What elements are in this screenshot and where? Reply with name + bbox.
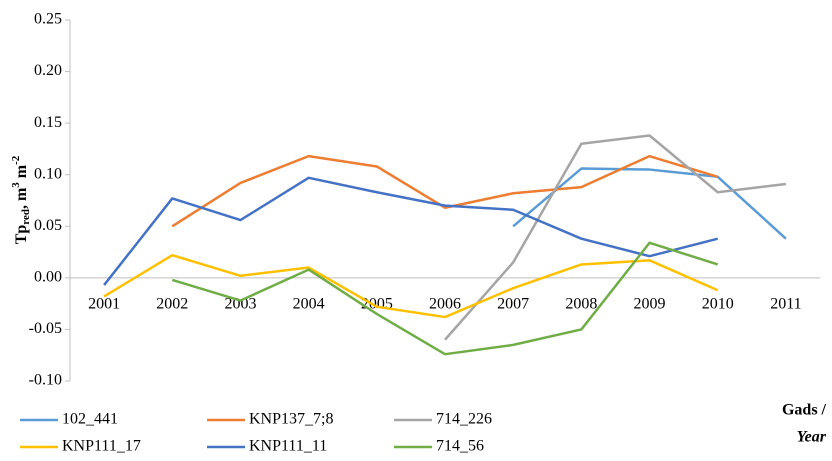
y-tick-label: 0.15 <box>34 114 62 131</box>
x-tick-label: 2004 <box>293 296 325 313</box>
x-tick-label: 2003 <box>224 296 256 313</box>
x-tick-label: 2007 <box>497 296 529 313</box>
series-line <box>512 167 787 240</box>
y-label-exp: 3 <box>10 182 22 188</box>
x-axis-label: Year <box>797 429 827 446</box>
legend-label: 714_226 <box>436 411 492 428</box>
y-axis-label: Tpred, m3 m-2 <box>10 155 32 244</box>
legend-label: KNP111_17 <box>62 438 141 455</box>
y-tick-label: 0.10 <box>34 165 62 182</box>
y-label-unit: , m <box>13 187 30 209</box>
x-tick-label: 2008 <box>565 296 597 313</box>
y-tick-label: 0.25 <box>34 11 62 28</box>
y-tick-label: -0.10 <box>29 372 62 389</box>
y-tick-label: 0.05 <box>34 217 62 234</box>
legend-label: KNP111_11 <box>249 438 327 455</box>
legend-label: 102_441 <box>62 411 118 428</box>
x-tick-label: 2005 <box>361 296 393 313</box>
x-tick-label: 2009 <box>634 296 666 313</box>
y-tick-label: -0.05 <box>29 320 62 337</box>
y-label-unit: m <box>13 164 30 182</box>
legend-label: KNP137_7;8 <box>249 411 333 428</box>
series-line <box>103 176 719 286</box>
x-tick-label: 2002 <box>156 296 188 313</box>
y-tick-label: 0.00 <box>34 269 62 286</box>
series-line <box>103 253 719 319</box>
series-line <box>171 241 719 356</box>
series-line <box>171 154 719 228</box>
x-tick-label: 2011 <box>770 296 801 313</box>
y-label-sub: red <box>20 209 32 225</box>
y-label-exp: -2 <box>10 155 22 165</box>
series-line <box>444 134 787 341</box>
x-tick-label: 2006 <box>429 296 461 313</box>
x-tick-label: 2010 <box>702 296 734 313</box>
x-axis-label: Gads / <box>782 402 827 419</box>
x-tick-label: 2001 <box>88 296 120 313</box>
y-tick-label: 0.20 <box>34 62 62 79</box>
y-label-base: Tp <box>13 225 30 245</box>
legend-label: 714_56 <box>436 438 484 455</box>
